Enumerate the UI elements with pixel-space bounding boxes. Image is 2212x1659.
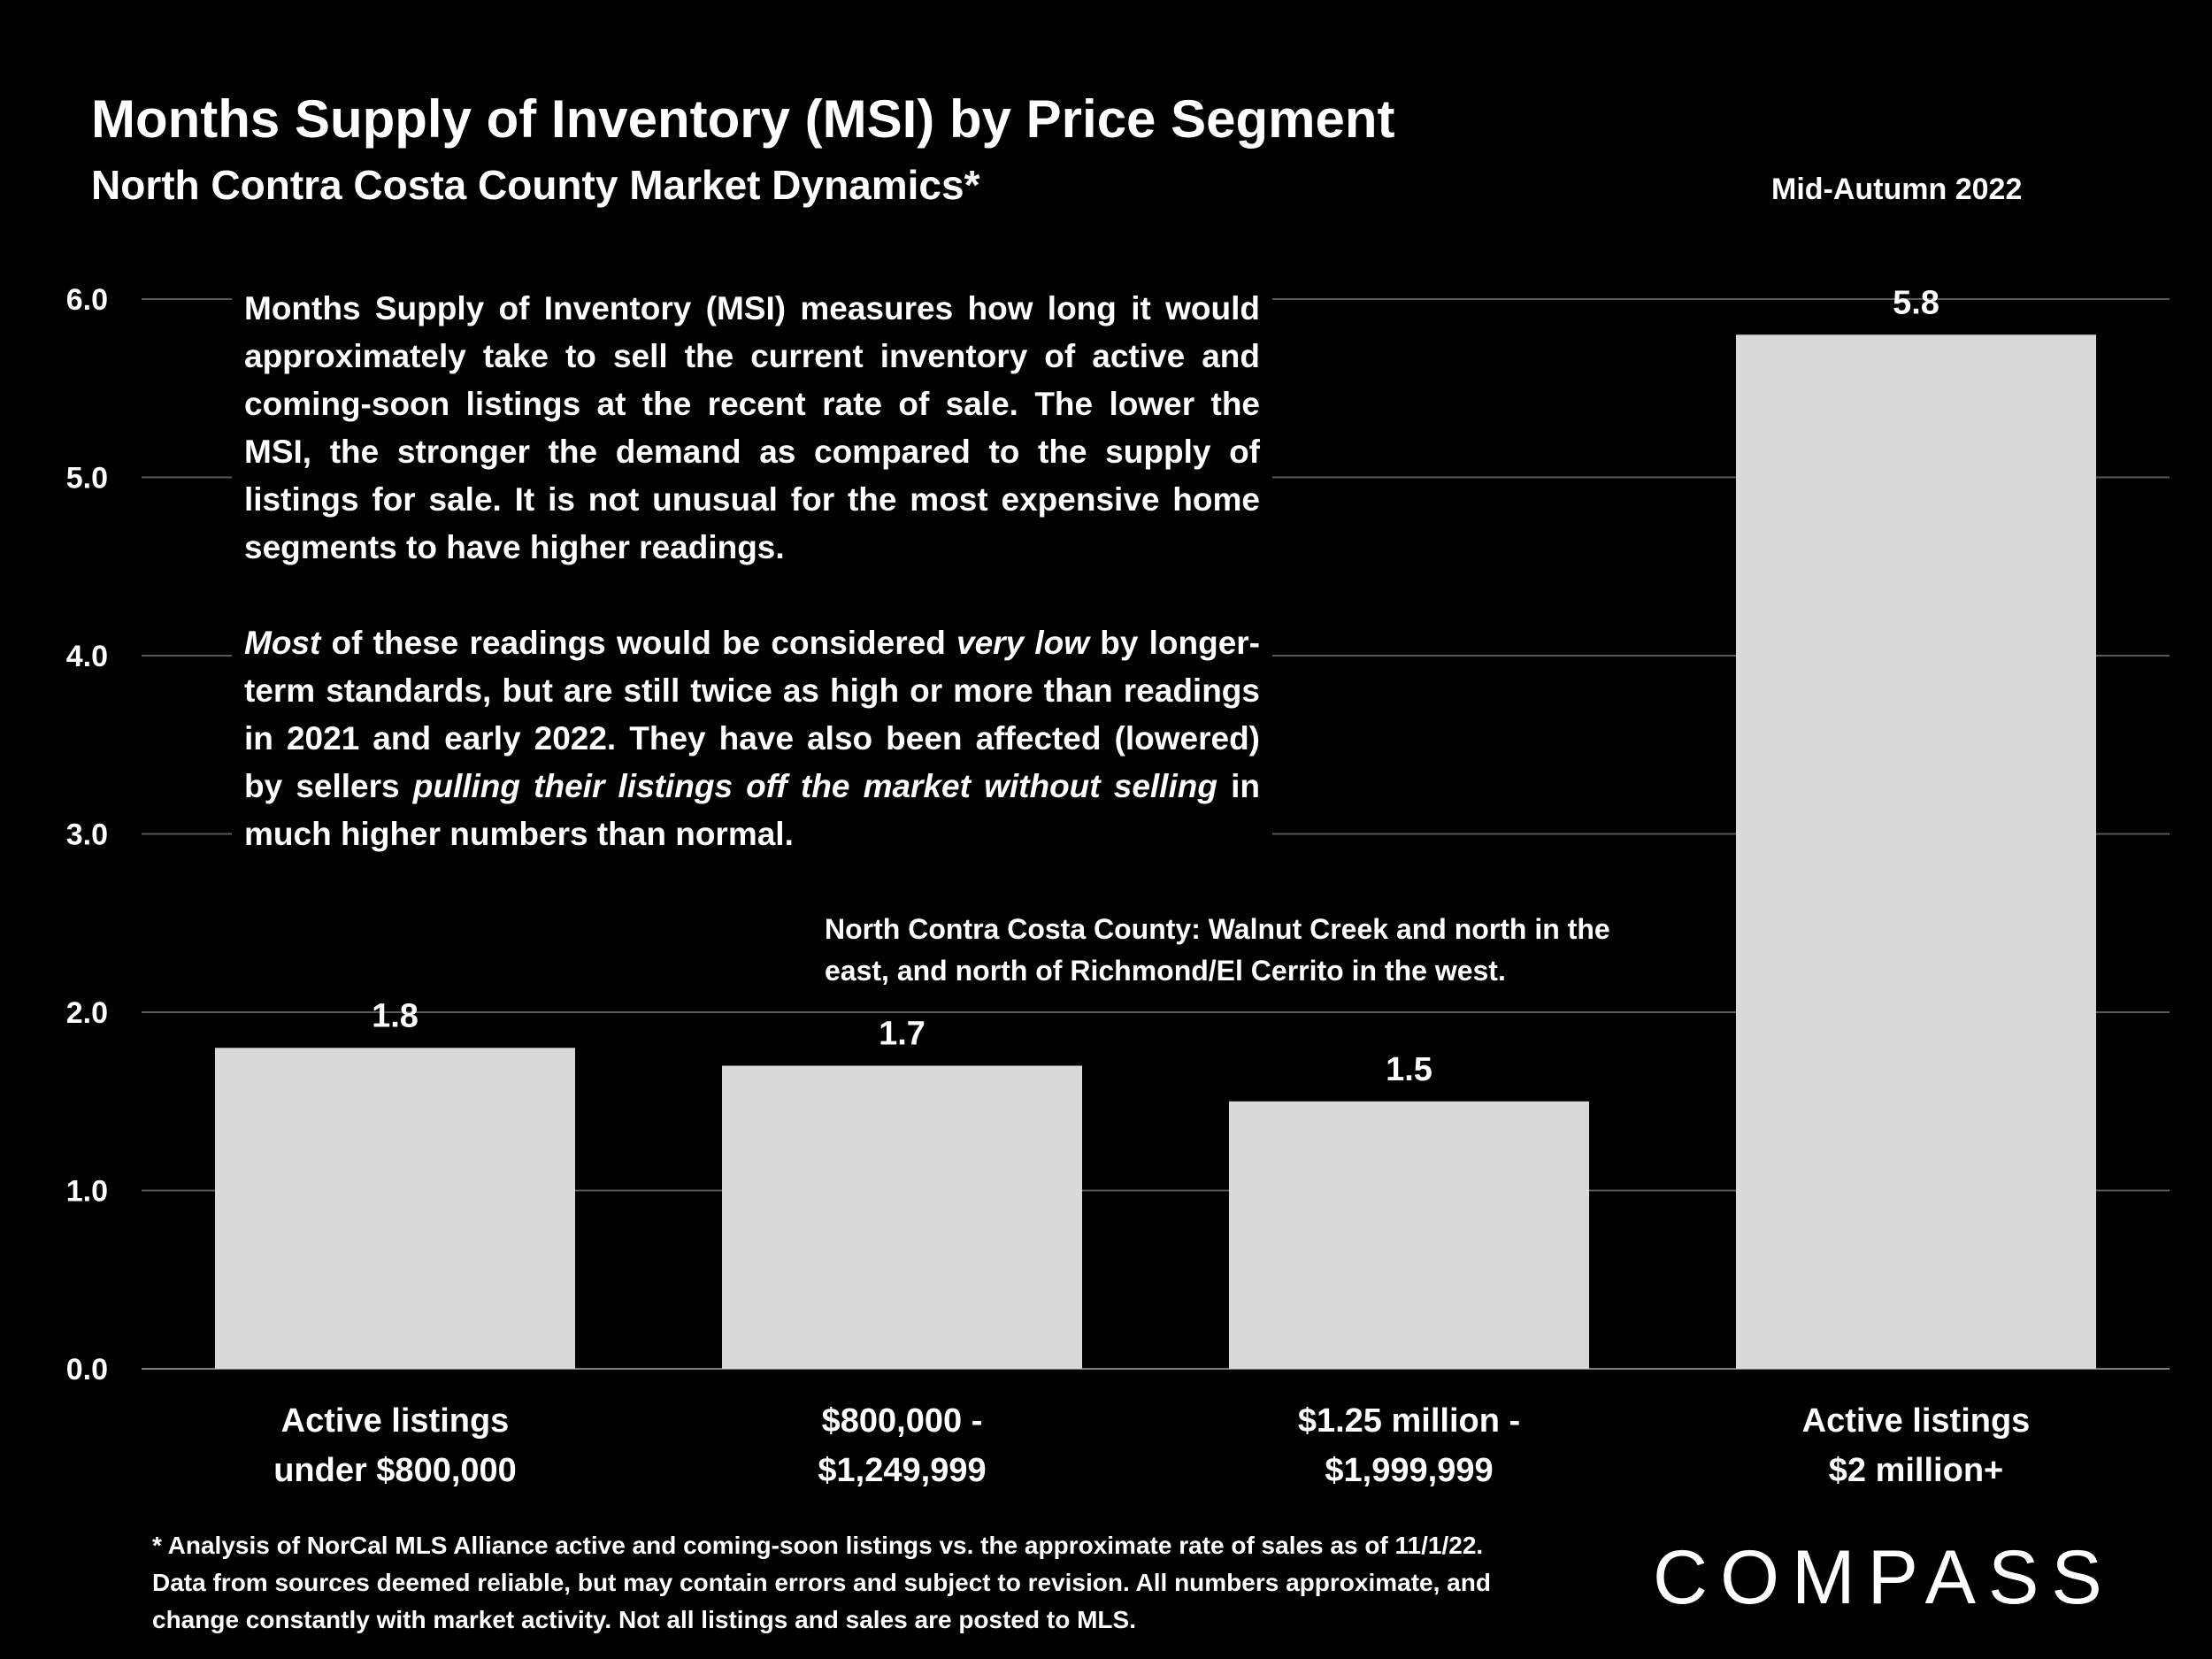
x-category-line: $2 million+ (1828, 1452, 2004, 1489)
x-category-line: $1.25 million - (1297, 1402, 1521, 1440)
bar (722, 1065, 1082, 1369)
x-category-label: $800,000 - $1,249,999 (717, 1396, 1088, 1495)
x-category-line: $1,999,999 (1325, 1452, 1494, 1489)
data-label: 1.8 (372, 997, 419, 1034)
explanation-run-4: pulling their listings off the market wi… (412, 768, 1217, 804)
bars (215, 334, 2096, 1369)
compass-logo: COMPASS (1653, 1535, 2115, 1620)
explanation-run-2: very low (956, 625, 1090, 661)
bar (215, 1048, 575, 1369)
x-category-line: Active listings (280, 1402, 510, 1440)
y-axis-ticks: 0.0 1.0 2.0 3.0 4.0 5.0 6.0 (66, 283, 108, 1386)
explanation-text: Months Supply of Inventory (MSI) measure… (232, 281, 1272, 862)
region-note: North Contra Costa County: Walnut Creek … (825, 909, 1639, 992)
x-category-line: under $800,000 (273, 1452, 517, 1489)
x-category-line: Active listings (1801, 1402, 2031, 1440)
explanation-paragraph-2: Most of these readings would be consider… (244, 619, 1260, 858)
y-tick-label: 5.0 (66, 462, 108, 495)
x-category-label: $1.25 million - $1,999,999 (1224, 1396, 1595, 1495)
data-label: 1.7 (879, 1015, 926, 1052)
explanation-run-1: of these readings would be considered (320, 625, 957, 661)
explanation-run-0: Most (244, 625, 321, 661)
x-category-label: Active listings $2 million+ (1731, 1396, 2102, 1495)
x-category-line: $800,000 - (821, 1402, 983, 1440)
data-label: 1.5 (1386, 1051, 1432, 1088)
y-tick-label: 3.0 (66, 818, 108, 852)
footnote: * Analysis of NorCal MLS Alliance active… (152, 1532, 1491, 1633)
x-category-line: $1,249,999 (818, 1452, 987, 1489)
explanation-run-3: by longer-term standards, but are still … (244, 625, 1261, 804)
y-tick-label: 6.0 (66, 283, 108, 317)
bar (1229, 1101, 1589, 1369)
bar (1736, 334, 2096, 1369)
y-tick-label: 2.0 (66, 996, 108, 1030)
y-tick-label: 0.0 (66, 1353, 108, 1386)
chart-subtitle: North Contra Costa County Market Dynamic… (91, 162, 980, 208)
data-label: 5.8 (1893, 284, 1939, 321)
chart-title: Months Supply of Inventory (MSI) by Pric… (91, 89, 1395, 149)
period-label: Mid-Autumn 2022 (1771, 173, 2023, 206)
data-labels: 1.8 1.7 1.5 5.8 (372, 284, 1939, 1087)
x-category-label: Active listings under $800,000 (210, 1396, 581, 1495)
explanation-paragraph-1: Months Supply of Inventory (MSI) measure… (244, 290, 1260, 565)
explanation-run-5: in much higher numbers than normal. (244, 768, 1260, 852)
y-tick-label: 4.0 (66, 640, 108, 673)
y-tick-label: 1.0 (66, 1175, 108, 1209)
